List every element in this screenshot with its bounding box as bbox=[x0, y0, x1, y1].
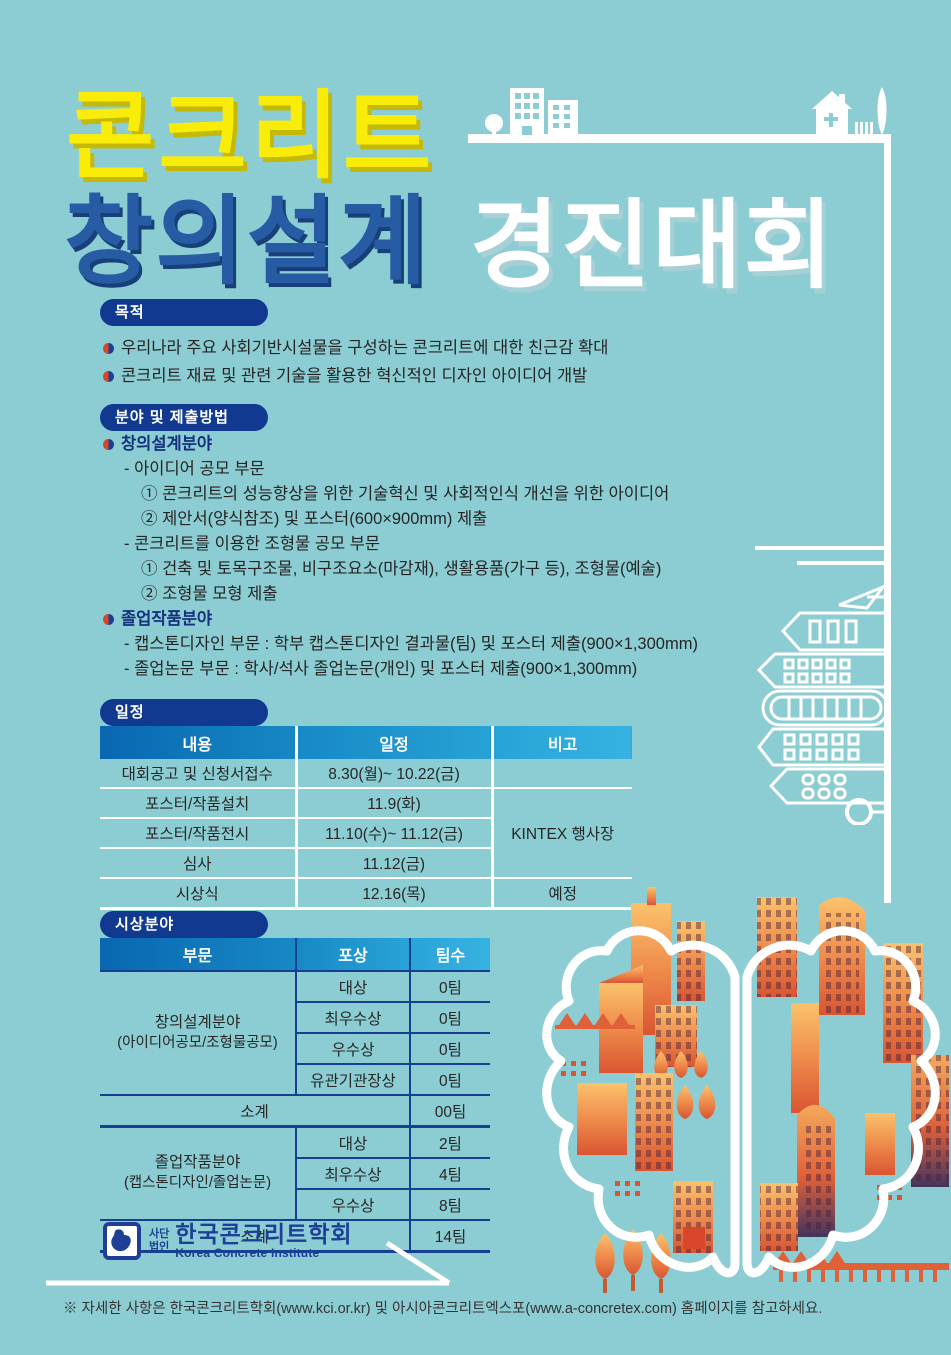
awards-category-cell: 창의설계분야 (아이디어공모/조형물공모) bbox=[100, 971, 296, 1096]
category-line: ② 제안서(양식참조) 및 포스터(600×900mm) 제출 bbox=[141, 510, 488, 528]
section-heading-category: 분야 및 제출방법 bbox=[100, 404, 268, 431]
purpose-item: 우리나라 주요 사회기반시설물을 구성하는 콘크리트에 대한 친근감 확대 bbox=[103, 334, 609, 358]
category-line: - 캡스톤디자인 부문 : 학부 캡스톤디자인 결과물(팀) 및 포스터 제출(… bbox=[124, 635, 698, 653]
city-buildings-left bbox=[555, 887, 716, 1293]
speed-line-2 bbox=[797, 561, 888, 565]
arrow-underline bbox=[46, 1240, 451, 1286]
poster-title-line1: 콘크리트 bbox=[66, 83, 436, 190]
sideways-building-1 bbox=[780, 611, 890, 652]
table-row: 포스터/작품전시 11.10(수)~ 11.12(금) bbox=[100, 818, 632, 849]
pine-tree-icon bbox=[877, 87, 887, 135]
awards-col-header: 포상 bbox=[295, 938, 410, 972]
brain-outline bbox=[542, 926, 940, 1278]
speed-line-1 bbox=[755, 546, 888, 550]
category-line: - 콘크리트를 이용한 조형물 공모 부문 bbox=[124, 535, 381, 553]
table-row: 유관기관장상 0팀 bbox=[100, 1064, 490, 1096]
category-line: - 아이디어 공모 부문 bbox=[124, 460, 265, 478]
table-row: 졸업작품분야 (캡스톤디자인/졸업논문) 대상 2팀 bbox=[100, 1126, 490, 1221]
table-row: 시상식 12.16(목) 예정 bbox=[100, 878, 632, 910]
schedule-col-header: 비고 bbox=[490, 726, 632, 759]
category-line: ① 건축 및 토목구조물, 비구조요소(마감재), 생활용품(가구 등), 조형… bbox=[141, 560, 662, 578]
logo-org-type: 사단 법인 bbox=[149, 1228, 170, 1253]
section-heading-awards: 시상분야 bbox=[100, 911, 268, 938]
triangle-trees-row bbox=[555, 1013, 635, 1029]
table-row: 최우수상 0팀 bbox=[100, 1002, 490, 1034]
sideways-building-2 bbox=[756, 652, 890, 689]
korea-map-icon bbox=[103, 1222, 141, 1260]
city-buildings-right bbox=[757, 897, 949, 1282]
category-line: - 졸업논문 부문 : 학사/석사 졸업논문(개인) 및 포스터 제출(900×… bbox=[124, 660, 638, 678]
footer-note: ※ 자세한 사항은 한국콘크리트학회(www.kci.or.kr) 및 아시아콘… bbox=[63, 1301, 823, 1317]
subtotal-row: 소계 00팀 bbox=[100, 1095, 490, 1128]
category-group-title: 졸업작품분야 bbox=[103, 605, 212, 629]
poster-title-line3: 경진대회 bbox=[470, 191, 835, 300]
awards-col-header: 팀수 bbox=[409, 938, 490, 972]
side-building-line-art bbox=[756, 583, 891, 825]
dot-grid bbox=[615, 1181, 640, 1196]
table-row: 심사 11.12(금) bbox=[100, 848, 632, 879]
section-heading-purpose: 목적 bbox=[100, 299, 268, 326]
schedule-venue-cell: KINTEX 행사장 bbox=[490, 788, 632, 879]
logo-org-name-kr: 한국콘크리트학회 bbox=[175, 1220, 353, 1247]
table-row: 포스터/작품설치 11.9(화) KINTEX 행사장 bbox=[100, 788, 632, 879]
awards-col-header: 부문 bbox=[100, 938, 296, 972]
vertical-divider-line bbox=[884, 138, 891, 903]
schedule-col-header: 일정 bbox=[294, 726, 492, 759]
table-row: 우수상 8팀 bbox=[100, 1189, 490, 1221]
sideways-building-3 bbox=[761, 689, 890, 727]
table-row: 최우수상 4팀 bbox=[100, 1158, 490, 1190]
category-group-title: 창의설계분야 bbox=[103, 430, 212, 454]
house-icon bbox=[812, 91, 852, 135]
brain-city-illustration bbox=[542, 887, 949, 1293]
poster-title-line2: 창의설계 bbox=[64, 187, 429, 296]
awards-category-cell: 졸업작품분야 (캡스톤디자인/졸업논문) bbox=[100, 1126, 296, 1221]
section-heading-schedule: 일정 bbox=[100, 699, 268, 726]
bullet-icon bbox=[103, 371, 114, 382]
table-row: 창의설계분야 (아이디어공모/조형물공모) 대상 0팀 bbox=[100, 971, 490, 1096]
bullet-icon bbox=[103, 439, 114, 450]
kci-logo: 사단 법인 한국콘크리트학회 Korea Concrete Institute bbox=[103, 1222, 353, 1260]
schedule-table: 내용 일정 비고 대회공고 및 신청서접수 8.30(월)~ 10.22(금) … bbox=[100, 726, 632, 910]
table-row: 우수상 0팀 bbox=[100, 1033, 490, 1065]
building-icon bbox=[510, 88, 578, 135]
table-row: 대회공고 및 신청서접수 8.30(월)~ 10.22(금) bbox=[100, 759, 632, 789]
fence-icon bbox=[855, 122, 873, 135]
purpose-item: 콘크리트 재료 및 관련 기술을 활용한 혁신적인 디자인 아이디어 개발 bbox=[103, 362, 587, 386]
logo-org-name-en: Korea Concrete Institute bbox=[175, 1245, 320, 1260]
header-skyline-illustration bbox=[468, 87, 891, 143]
category-line: ① 콘크리트의 성능향상을 위한 기술혁신 및 사회적인식 개선을 위한 아이디… bbox=[141, 485, 670, 503]
schedule-col-header: 내용 bbox=[100, 726, 296, 759]
category-line: ② 조형물 모형 제출 bbox=[141, 585, 278, 603]
subtotal-row: 소계 14팀 bbox=[100, 1220, 490, 1253]
sideways-building-5 bbox=[768, 767, 890, 805]
bullet-icon bbox=[103, 614, 114, 625]
sideways-building-4 bbox=[757, 727, 890, 767]
awards-table: 부문 포상 팀수 창의설계분야 (아이디어공모/조형물공모) 대상 0팀 최우수… bbox=[100, 938, 490, 1253]
bullet-icon bbox=[103, 343, 114, 354]
